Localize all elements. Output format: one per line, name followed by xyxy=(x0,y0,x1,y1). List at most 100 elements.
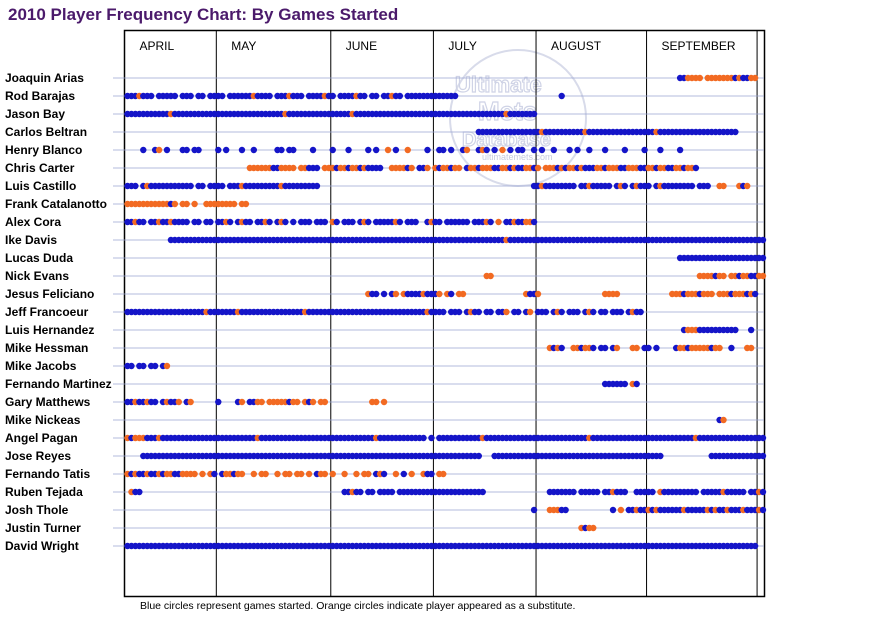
game-started-dot xyxy=(515,308,522,316)
game-started-dot xyxy=(550,146,557,154)
month-label: MAY xyxy=(231,39,256,53)
game-started-dot xyxy=(479,488,486,496)
game-started-dot xyxy=(440,308,447,316)
player-name: Chris Carter xyxy=(5,161,75,175)
substitute-dot xyxy=(262,470,269,478)
game-started-dot xyxy=(759,434,767,442)
game-started-dot xyxy=(570,488,577,496)
game-started-dot xyxy=(621,182,629,190)
game-started-dot xyxy=(487,308,494,316)
game-started-dot xyxy=(586,146,593,154)
game-started-dot xyxy=(215,398,222,406)
game-started-dot xyxy=(637,308,644,316)
substitute-dot xyxy=(392,470,400,478)
player-name: Jose Reyes xyxy=(5,449,71,463)
substitute-dot xyxy=(495,218,502,226)
game-started-dot xyxy=(538,146,546,154)
game-started-dot xyxy=(246,218,254,226)
game-started-dot xyxy=(266,218,273,226)
substitute-dot xyxy=(613,344,621,352)
game-started-dot xyxy=(601,146,609,154)
game-started-dot xyxy=(380,470,388,478)
game-started-dot xyxy=(392,146,400,154)
game-started-dot xyxy=(487,218,494,226)
game-started-dot xyxy=(601,344,609,352)
game-started-dot xyxy=(329,146,336,154)
game-started-dot xyxy=(369,488,376,496)
game-started-dot xyxy=(574,146,581,154)
game-started-dot xyxy=(290,146,297,154)
player-name: Jesus Feliciano xyxy=(5,287,94,301)
game-started-dot xyxy=(594,488,601,496)
watermark-url: ultimatemets.com xyxy=(482,152,553,162)
substitute-dot xyxy=(696,74,704,82)
substitute-dot xyxy=(230,200,238,208)
game-started-dot xyxy=(396,92,404,100)
substitute-dot xyxy=(238,398,246,406)
substitute-dot xyxy=(744,182,751,190)
watermark-line1: Ultimate xyxy=(455,72,542,97)
substitute-dot xyxy=(191,470,198,478)
month-label: APRIL xyxy=(140,39,175,53)
month-label: SEPTEMBER xyxy=(662,39,736,53)
substitute-dot xyxy=(436,290,443,298)
player-name: Mike Jacobs xyxy=(5,359,77,373)
game-started-dot xyxy=(451,92,459,100)
substitute-dot xyxy=(372,398,380,406)
game-started-dot xyxy=(759,506,767,514)
game-started-dot xyxy=(641,146,648,154)
substitute-dot xyxy=(274,470,281,478)
game-started-dot xyxy=(440,146,447,154)
game-started-dot xyxy=(740,488,747,496)
game-started-dot xyxy=(388,488,396,496)
substitute-dot xyxy=(297,470,305,478)
chart-footnote: Blue circles represent games started. Or… xyxy=(140,600,575,612)
game-started-dot xyxy=(428,434,435,442)
player-name: Alex Cora xyxy=(5,215,61,229)
substitute-dot xyxy=(708,290,715,298)
substitute-dot xyxy=(353,470,360,478)
player-name: Gary Matthews xyxy=(5,395,91,409)
game-started-dot xyxy=(238,146,246,154)
game-started-dot xyxy=(361,92,368,100)
substitute-dot xyxy=(163,362,171,370)
game-started-dot xyxy=(542,308,550,316)
game-started-dot xyxy=(215,146,222,154)
game-started-dot xyxy=(759,452,767,460)
game-started-dot xyxy=(309,146,317,154)
game-started-dot xyxy=(266,92,273,100)
substitute-dot xyxy=(503,308,510,316)
game-started-dot xyxy=(128,362,135,370)
game-started-dot xyxy=(424,146,431,154)
game-started-dot xyxy=(747,326,755,334)
player-name: Jason Bay xyxy=(5,107,65,121)
game-started-dot xyxy=(519,146,526,154)
substitute-dot xyxy=(321,398,329,406)
game-started-dot xyxy=(187,92,194,100)
substitute-dot xyxy=(613,290,621,298)
game-started-dot xyxy=(136,488,143,496)
substitute-dot xyxy=(392,290,400,298)
substitute-dot xyxy=(258,398,265,406)
game-started-dot xyxy=(195,146,202,154)
substitute-dot xyxy=(747,344,755,352)
player-name: Luis Castillo xyxy=(5,179,76,193)
substitute-dot xyxy=(487,272,494,280)
game-started-dot xyxy=(372,290,380,298)
game-started-dot xyxy=(732,128,739,136)
game-started-dot xyxy=(566,146,573,154)
player-name: Jeff Francoeur xyxy=(5,305,89,319)
game-started-dot xyxy=(163,146,171,154)
player-name: Frank Catalanotto xyxy=(5,197,107,211)
game-started-dot xyxy=(345,146,352,154)
substitute-dot xyxy=(720,416,727,424)
game-started-dot xyxy=(357,488,364,496)
game-started-dot xyxy=(140,218,147,226)
player-name: Henry Blanco xyxy=(5,143,82,157)
player-name: Fernando Tatis xyxy=(5,467,90,481)
game-started-dot xyxy=(558,344,565,352)
substitute-dot xyxy=(716,344,723,352)
game-started-dot xyxy=(226,218,234,226)
player-name: Carlos Beltran xyxy=(5,125,87,139)
